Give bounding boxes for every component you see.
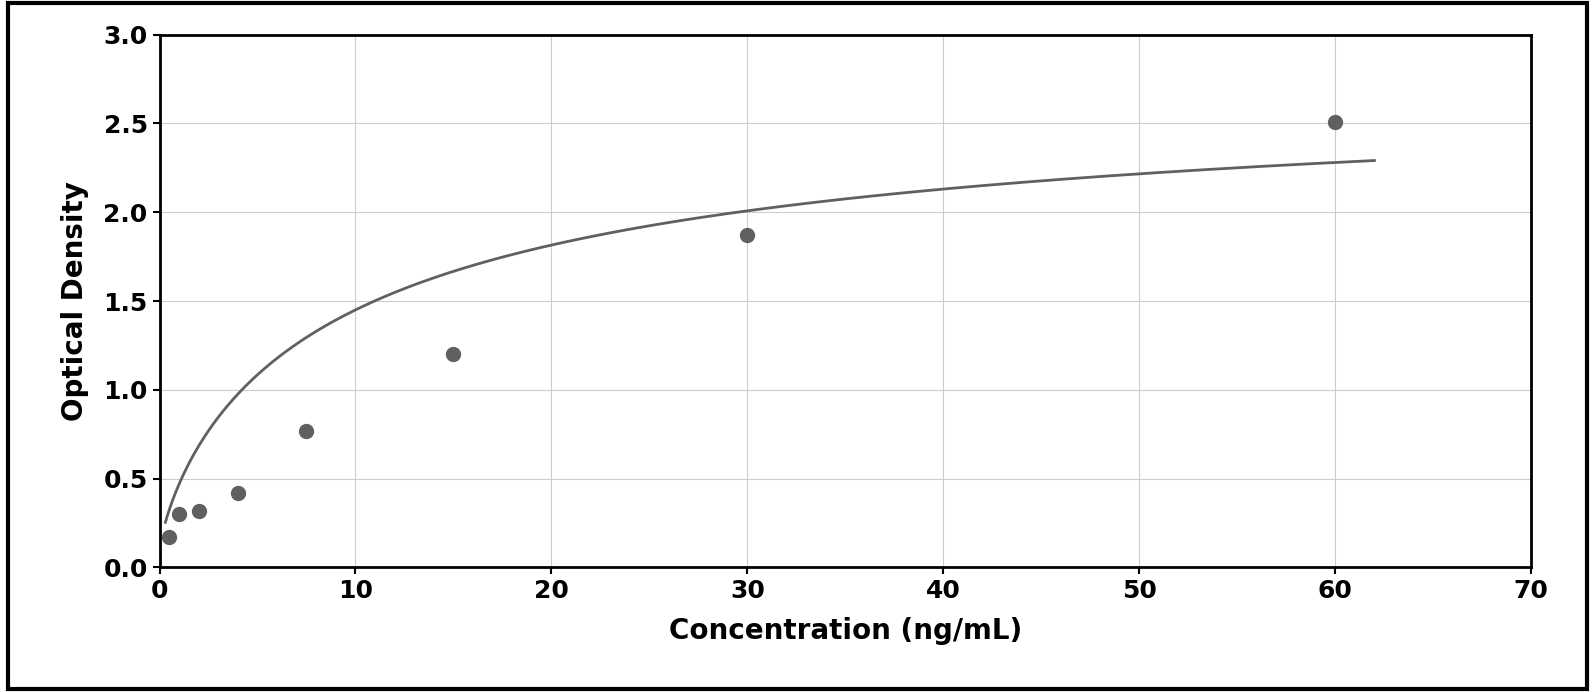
Y-axis label: Optical Density: Optical Density xyxy=(62,181,89,421)
X-axis label: Concentration (ng/mL): Concentration (ng/mL) xyxy=(668,617,1022,645)
Point xyxy=(225,487,250,498)
Point xyxy=(156,531,182,543)
Point xyxy=(187,505,212,516)
Point xyxy=(293,425,319,436)
Point xyxy=(1322,116,1348,127)
Point xyxy=(440,349,466,360)
Point xyxy=(735,230,761,241)
Point xyxy=(166,509,191,520)
